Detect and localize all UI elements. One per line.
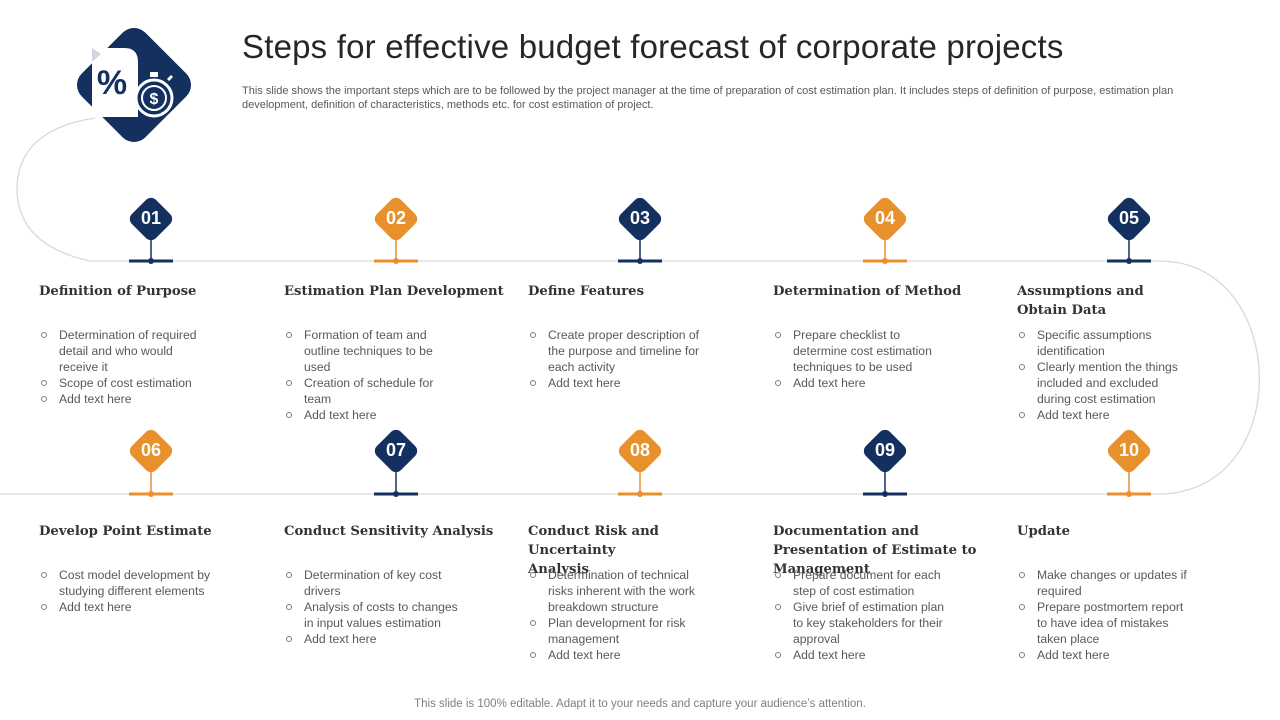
bullet-item: Add text here <box>40 391 215 407</box>
budget-logo: % $ <box>59 10 209 160</box>
bullet-item: Determination of required detail and who… <box>40 327 215 375</box>
bullet-item: Add text here <box>285 407 460 423</box>
bullet-item: Create proper description of the purpose… <box>529 327 704 375</box>
bullet-item: Prepare document for each step of cost e… <box>774 567 949 599</box>
step-title: Assumptions and Obtain Data <box>1017 284 1144 318</box>
step-title: Conduct Risk and Uncertainty Analysis <box>528 524 659 577</box>
bullet-item: Prepare checklist to determine cost esti… <box>774 327 949 375</box>
bullet-item: Prepare postmortem report to have idea o… <box>1018 599 1193 647</box>
footer-note: This slide is 100% editable. Adapt it to… <box>414 698 866 710</box>
svg-text:$: $ <box>150 91 159 108</box>
percent-document-stopwatch-icon: % $ <box>76 27 192 143</box>
step-title: Update <box>1017 524 1070 539</box>
diamond-pin-icon <box>374 197 418 264</box>
step-bullet-list: Determination of technical risks inheren… <box>529 567 704 663</box>
bullet-item: Add text here <box>285 631 460 647</box>
bullet-item: Determination of technical risks inheren… <box>529 567 704 615</box>
step-badge-02: 02 <box>368 193 424 264</box>
step-title: Estimation Plan Development <box>284 284 504 299</box>
step-number: 04 <box>874 208 896 228</box>
step-number: 01 <box>140 208 162 228</box>
step-number: 05 <box>1118 208 1140 228</box>
bullet-item: Add text here <box>529 375 704 391</box>
bullet-item: Add text here <box>1018 647 1193 663</box>
bullet-item: Clearly mention the things included and … <box>1018 359 1193 407</box>
step-number: 08 <box>629 440 651 460</box>
bullet-item: Add text here <box>529 647 704 663</box>
step-title: Develop Point Estimate <box>39 524 212 539</box>
step-bullet-list: Determination of key cost drivers Analysi… <box>285 567 460 647</box>
step-title: Define Features <box>528 284 645 299</box>
diamond-pin-icon <box>1107 197 1151 264</box>
diamond-pin-icon <box>129 197 173 264</box>
diamond-pin-icon <box>863 197 907 264</box>
step-bullet-list: Formation of team and outline techniques… <box>285 327 460 423</box>
bullet-item: Make changes or updates if required <box>1018 567 1193 599</box>
bullet-item: Determination of key cost drivers <box>285 567 460 599</box>
step-bullet-list: Prepare checklist to determine cost esti… <box>774 327 949 391</box>
page-subtitle: This slide shows the important steps whi… <box>242 85 1174 111</box>
step-number: 03 <box>629 208 651 228</box>
step-bullet-list: Prepare document for each step of cost e… <box>774 567 949 663</box>
step-bullet-list: Determination of required detail and who… <box>40 327 215 407</box>
step-number: 07 <box>385 440 407 460</box>
step-number: 09 <box>874 440 896 460</box>
bullet-item: Add text here <box>1018 407 1193 423</box>
bullet-item: Formation of team and outline techniques… <box>285 327 460 375</box>
bullet-item: Creation of schedule for team <box>285 375 460 407</box>
bullet-item: Analysis of costs to changes in input va… <box>285 599 460 631</box>
step-title: Documentation and Presentation of Estima… <box>773 524 977 577</box>
step-badge-07: 07 <box>368 425 424 497</box>
bullet-item: Specific assumptions identification <box>1018 327 1193 359</box>
diamond-pin-icon <box>1107 429 1151 497</box>
step-bullet-list: Create proper description of the purpose… <box>529 327 704 391</box>
svg-text:%: % <box>97 64 127 102</box>
bullet-item: Add text here <box>774 647 949 663</box>
step-badge-03: 03 <box>612 193 668 264</box>
step-number: 06 <box>140 440 162 460</box>
bullet-item: Give brief of estimation plan to key sta… <box>774 599 949 647</box>
diamond-pin-icon <box>374 429 418 497</box>
step-badge-10: 10 <box>1101 425 1157 497</box>
bullet-item: Cost model development by studying diffe… <box>40 567 215 599</box>
diamond-pin-icon <box>618 197 662 264</box>
step-badge-01: 01 <box>123 193 179 264</box>
step-badge-06: 06 <box>123 425 179 497</box>
step-title: Definition of Purpose <box>39 284 197 299</box>
step-badge-05: 05 <box>1101 193 1157 264</box>
bullet-item: Add text here <box>774 375 949 391</box>
step-badge-09: 09 <box>857 425 913 497</box>
step-bullet-list: Make changes or updates if required Prepa… <box>1018 567 1193 663</box>
diamond-pin-icon <box>618 429 662 497</box>
step-badge-08: 08 <box>612 425 668 497</box>
page-title: Steps for effective budget forecast of c… <box>242 28 1064 65</box>
bullet-item: Add text here <box>40 599 215 615</box>
step-number: 02 <box>385 208 407 228</box>
step-number: 10 <box>1118 440 1140 460</box>
step-badge-04: 04 <box>857 193 913 264</box>
step-bullet-list: Cost model development by studying diffe… <box>40 567 215 615</box>
diamond-pin-icon <box>863 429 907 497</box>
step-title: Determination of Method <box>773 284 962 299</box>
bullet-item: Scope of cost estimation <box>40 375 215 391</box>
step-title: Conduct Sensitivity Analysis <box>284 524 494 539</box>
diamond-pin-icon <box>129 429 173 497</box>
bullet-item: Plan development for risk management <box>529 615 704 647</box>
step-bullet-list: Specific assumptions identification Clear… <box>1018 327 1193 423</box>
